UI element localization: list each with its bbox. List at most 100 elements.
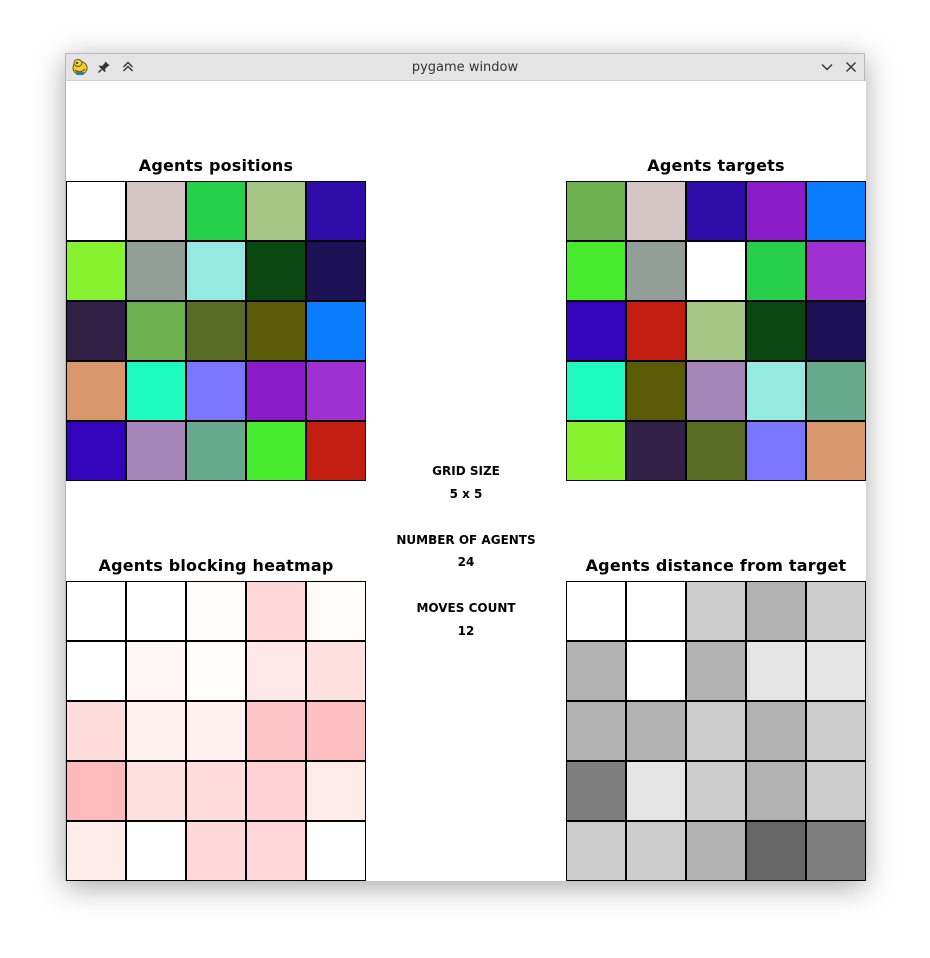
distance-cell bbox=[806, 821, 866, 881]
distance-cell bbox=[686, 821, 746, 881]
targets-cell bbox=[686, 301, 746, 361]
heatmap-cell bbox=[306, 761, 366, 821]
targets-cell bbox=[806, 241, 866, 301]
heatmap-cell bbox=[246, 701, 306, 761]
distance-cell bbox=[746, 701, 806, 761]
title-bar[interactable]: pygame window bbox=[66, 54, 864, 81]
distance-cell bbox=[626, 701, 686, 761]
heatmap-cell bbox=[186, 581, 246, 641]
positions-cell bbox=[126, 241, 186, 301]
distance-cell bbox=[566, 821, 626, 881]
positions-cell bbox=[306, 361, 366, 421]
distance-cell bbox=[746, 761, 806, 821]
positions-cell bbox=[126, 361, 186, 421]
heatmap-cell bbox=[246, 821, 306, 881]
heatmap-cell bbox=[246, 641, 306, 701]
distance-cell bbox=[626, 581, 686, 641]
distance-cell bbox=[806, 641, 866, 701]
positions-cell bbox=[306, 421, 366, 481]
heatmap-cell bbox=[126, 761, 186, 821]
heatmap-cell bbox=[126, 581, 186, 641]
targets-cell bbox=[566, 241, 626, 301]
targets-cell bbox=[626, 301, 686, 361]
distance-cell bbox=[626, 761, 686, 821]
heatmap-cell bbox=[66, 761, 126, 821]
targets-cell bbox=[566, 181, 626, 241]
heatmap-cell bbox=[66, 641, 126, 701]
heatmap-cell bbox=[306, 821, 366, 881]
positions-cell bbox=[186, 301, 246, 361]
targets-cell bbox=[626, 421, 686, 481]
distance-cell bbox=[746, 641, 806, 701]
targets-cell bbox=[626, 181, 686, 241]
targets-cell bbox=[746, 421, 806, 481]
distance-grid bbox=[566, 581, 866, 881]
positions-cell bbox=[306, 301, 366, 361]
pin-icon[interactable] bbox=[95, 58, 113, 76]
positions-cell bbox=[246, 361, 306, 421]
agents-count-value: 24 bbox=[457, 555, 475, 569]
targets-cell bbox=[686, 241, 746, 301]
distance-cell bbox=[806, 761, 866, 821]
targets-cell bbox=[746, 241, 806, 301]
window-title: pygame window bbox=[411, 60, 519, 75]
chevron-down-icon[interactable] bbox=[818, 58, 836, 76]
distance-cell bbox=[566, 701, 626, 761]
grid-size-value: 5 x 5 bbox=[449, 487, 483, 501]
positions-grid bbox=[66, 181, 366, 481]
targets-cell bbox=[566, 301, 626, 361]
distance-cell bbox=[686, 641, 746, 701]
targets-cell bbox=[806, 421, 866, 481]
keep-above-icon[interactable] bbox=[119, 58, 137, 76]
distance-cell bbox=[626, 641, 686, 701]
distance-cell bbox=[626, 821, 686, 881]
positions-cell bbox=[126, 301, 186, 361]
positions-cell bbox=[66, 301, 126, 361]
positions-cell bbox=[66, 421, 126, 481]
close-icon[interactable] bbox=[842, 58, 860, 76]
targets-cell bbox=[746, 181, 806, 241]
distance-cell bbox=[746, 821, 806, 881]
targets-cell bbox=[686, 421, 746, 481]
heatmap-cell bbox=[66, 581, 126, 641]
targets-grid bbox=[566, 181, 866, 481]
pygame-snake-icon[interactable] bbox=[71, 58, 89, 76]
distance-cell bbox=[566, 761, 626, 821]
targets-cell bbox=[626, 361, 686, 421]
heatmap-cell bbox=[186, 701, 246, 761]
positions-cell bbox=[186, 241, 246, 301]
positions-cell bbox=[246, 421, 306, 481]
positions-cell bbox=[246, 181, 306, 241]
heatmap-cell bbox=[126, 821, 186, 881]
distance-cell bbox=[566, 641, 626, 701]
heatmap-cell bbox=[246, 761, 306, 821]
heatmap-cell bbox=[246, 581, 306, 641]
positions-cell bbox=[186, 361, 246, 421]
heatmap-title: Agents blocking heatmap bbox=[98, 556, 334, 575]
targets-cell bbox=[686, 361, 746, 421]
heatmap-cell bbox=[306, 641, 366, 701]
targets-cell bbox=[806, 361, 866, 421]
positions-cell bbox=[306, 181, 366, 241]
pygame-window: pygame window Agents positions Agents ta… bbox=[65, 53, 866, 881]
moves-count-label: MOVES COUNT bbox=[416, 601, 516, 615]
targets-cell bbox=[686, 181, 746, 241]
game-canvas[interactable]: Agents positions Agents targets Agents b… bbox=[66, 81, 866, 881]
distance-cell bbox=[566, 581, 626, 641]
heatmap-cell bbox=[126, 641, 186, 701]
distance-cell bbox=[686, 701, 746, 761]
heatmap-grid bbox=[66, 581, 366, 881]
distance-cell bbox=[746, 581, 806, 641]
targets-cell bbox=[626, 241, 686, 301]
heatmap-cell bbox=[306, 581, 366, 641]
positions-title: Agents positions bbox=[138, 156, 294, 175]
distance-cell bbox=[686, 761, 746, 821]
targets-title: Agents targets bbox=[647, 156, 785, 175]
grid-size-label: GRID SIZE bbox=[432, 464, 500, 478]
targets-cell bbox=[746, 301, 806, 361]
heatmap-cell bbox=[186, 761, 246, 821]
targets-cell bbox=[566, 361, 626, 421]
targets-cell bbox=[806, 181, 866, 241]
heatmap-cell bbox=[306, 701, 366, 761]
heatmap-cell bbox=[186, 641, 246, 701]
